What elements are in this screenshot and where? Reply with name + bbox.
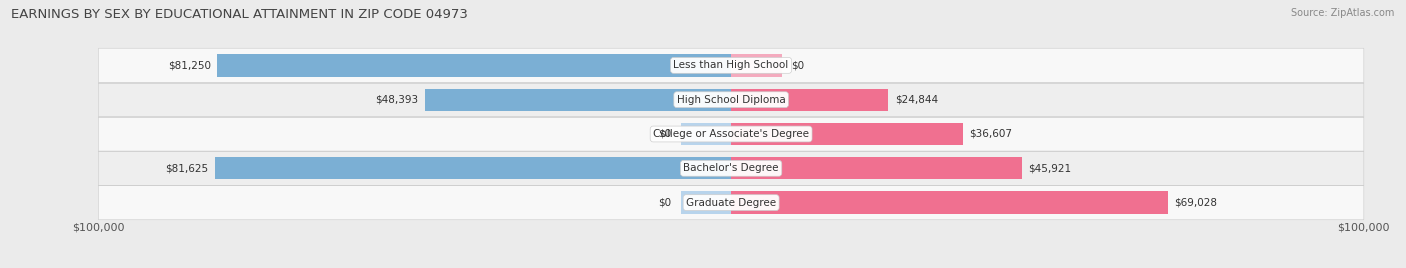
Bar — [731, 54, 782, 77]
Text: $36,607: $36,607 — [969, 129, 1012, 139]
Text: Source: ZipAtlas.com: Source: ZipAtlas.com — [1291, 8, 1395, 18]
Text: High School Diploma: High School Diploma — [676, 95, 786, 105]
Text: $48,393: $48,393 — [375, 95, 419, 105]
Text: $81,625: $81,625 — [166, 163, 208, 173]
Bar — [425, 88, 731, 111]
Bar — [731, 191, 1168, 214]
FancyBboxPatch shape — [98, 117, 1364, 151]
Bar — [217, 54, 731, 77]
FancyBboxPatch shape — [98, 48, 1364, 83]
Text: EARNINGS BY SEX BY EDUCATIONAL ATTAINMENT IN ZIP CODE 04973: EARNINGS BY SEX BY EDUCATIONAL ATTAINMEN… — [11, 8, 468, 21]
Text: $81,250: $81,250 — [167, 60, 211, 70]
Text: Less than High School: Less than High School — [673, 60, 789, 70]
FancyBboxPatch shape — [98, 83, 1364, 117]
Bar — [731, 157, 1022, 180]
Text: $45,921: $45,921 — [1028, 163, 1071, 173]
Text: Graduate Degree: Graduate Degree — [686, 198, 776, 208]
FancyBboxPatch shape — [98, 151, 1364, 185]
FancyBboxPatch shape — [98, 185, 1364, 220]
Text: Bachelor's Degree: Bachelor's Degree — [683, 163, 779, 173]
Text: $0: $0 — [792, 60, 804, 70]
Text: $0: $0 — [658, 198, 671, 208]
Text: $24,844: $24,844 — [894, 95, 938, 105]
Text: $0: $0 — [658, 129, 671, 139]
Bar — [731, 88, 889, 111]
Text: $69,028: $69,028 — [1174, 198, 1218, 208]
Bar — [731, 123, 963, 145]
Text: College or Associate's Degree: College or Associate's Degree — [654, 129, 808, 139]
Bar — [681, 123, 731, 145]
Bar — [215, 157, 731, 180]
Bar — [681, 191, 731, 214]
